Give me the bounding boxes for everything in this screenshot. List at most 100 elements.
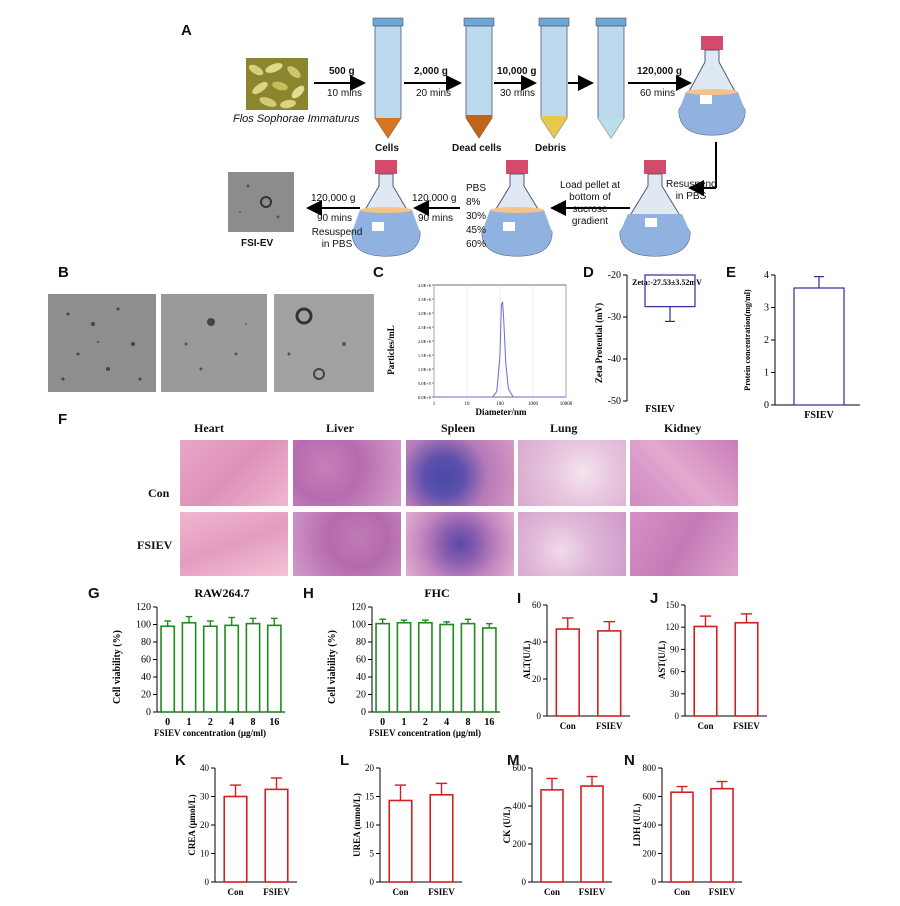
ytick-label: 40 bbox=[532, 637, 542, 647]
bar bbox=[417, 621, 433, 713]
step6-time: 90 mins bbox=[317, 213, 353, 224]
em-image-1 bbox=[48, 294, 156, 392]
g-title: RAW264.7 bbox=[194, 586, 249, 600]
ytick-label: 0 bbox=[652, 877, 657, 887]
panel-m-chart: CK (U/L) 0 200 400 600 Con FSIEV bbox=[502, 763, 612, 897]
xtick-label: 16 bbox=[269, 717, 279, 728]
xtick-label: 1 bbox=[187, 717, 192, 728]
ytick-label: 400 bbox=[643, 820, 657, 830]
tube-4 bbox=[595, 17, 627, 139]
ytick-label: 20 bbox=[200, 820, 210, 830]
gradient-60: 60% bbox=[466, 239, 487, 250]
step2-g: 2,000 g bbox=[414, 66, 448, 77]
panel-g-chart: RAW264.7 Cell viability (%) FSIEV concen… bbox=[112, 586, 285, 738]
bar bbox=[439, 623, 455, 713]
step6-g: 120,000 g bbox=[311, 193, 356, 204]
ytick-label: 0 bbox=[537, 711, 542, 721]
histo-liver-con bbox=[293, 440, 401, 506]
step2-time: 20 mins bbox=[416, 88, 452, 99]
bar bbox=[555, 628, 580, 717]
panel-i-chart: ALT(U/L) 0 20 40 60 Con FSIEV bbox=[522, 600, 630, 731]
h-ylabel: Cell viability (%) bbox=[327, 630, 338, 704]
e-category: FSIEV bbox=[804, 410, 834, 421]
d-annotation: Zeta:-27.53±3.52mV bbox=[632, 278, 702, 287]
flower-buds-graphic bbox=[248, 63, 305, 109]
xtick-label: 1 bbox=[402, 717, 407, 728]
e-ylabel: Protein concentration(mg/ml) bbox=[743, 289, 752, 391]
c-ytick-label: 0.0E+0 bbox=[418, 395, 432, 400]
f-col-heart: Heart bbox=[194, 421, 224, 435]
e-ytick-label: 4 bbox=[764, 270, 769, 281]
xtick-label: 2 bbox=[208, 717, 213, 728]
c-ytick-label: 4.0E+6 bbox=[418, 283, 432, 288]
panel-d-chart: Zeta Protential (mV) Zeta:-27.53±3.52mV … bbox=[594, 270, 702, 415]
bar bbox=[266, 624, 282, 713]
tube-3 bbox=[538, 17, 570, 139]
bar bbox=[429, 793, 454, 883]
bar bbox=[388, 799, 413, 883]
flask-4 bbox=[351, 160, 421, 257]
gradient-pbs: PBS bbox=[466, 183, 487, 194]
pellet-dead-cells: Dead cells bbox=[452, 143, 502, 154]
ytick-label: 30 bbox=[670, 689, 680, 699]
ytick-label: 150 bbox=[666, 600, 680, 610]
bar bbox=[693, 625, 718, 717]
f-col-spleen: Spleen bbox=[441, 421, 476, 435]
ytick-label: 40 bbox=[141, 672, 151, 683]
f-col-kidney: Kidney bbox=[664, 421, 702, 435]
histo-lung-fsiev bbox=[518, 512, 626, 576]
f-row-con: Con bbox=[148, 486, 170, 500]
ytick-label: 0 bbox=[361, 707, 366, 718]
load-pellet-text: Load pellet at bottom of sucrose gradien… bbox=[559, 180, 621, 227]
bar bbox=[396, 621, 412, 713]
ytick-label: 5 bbox=[370, 849, 375, 859]
fsi-ev-em-image bbox=[228, 172, 294, 232]
ytick-label: 60 bbox=[670, 667, 680, 677]
panel-label-a: A bbox=[181, 22, 192, 39]
gradient-45: 45% bbox=[466, 225, 487, 236]
xtick-label: FSIEV bbox=[709, 887, 736, 897]
ytick-label: 20 bbox=[141, 690, 151, 701]
bar bbox=[160, 625, 176, 713]
ytick-label: 0 bbox=[146, 707, 151, 718]
ytick-label: 20 bbox=[356, 690, 366, 701]
c-ytick-label: 1.5E+6 bbox=[418, 353, 432, 358]
histo-kidney-fsiev bbox=[630, 512, 738, 576]
histo-lung-con bbox=[518, 440, 626, 506]
bar bbox=[580, 785, 604, 883]
ytick-label: 0 bbox=[205, 877, 210, 887]
d-ytick-label: -30 bbox=[608, 312, 621, 323]
panel-e-chart: Protein concentration(mg/ml) 4 3 2 1 0 FSIEV bbox=[743, 270, 860, 421]
bar bbox=[264, 788, 289, 883]
d-ylabel: Zeta Protential (mV) bbox=[594, 303, 604, 383]
panel-h-chart: FHC Cell viability (%) FSIEV concentrati… bbox=[327, 586, 500, 738]
panel-label-c: C bbox=[373, 264, 384, 281]
gradient-8: 8% bbox=[466, 197, 481, 208]
c-xtick-label: 10000 bbox=[560, 402, 573, 407]
bar bbox=[181, 621, 197, 713]
c-ytick-label: 2.0E+6 bbox=[418, 339, 432, 344]
bar bbox=[481, 627, 497, 713]
ytick-label: 80 bbox=[141, 637, 151, 648]
f-col-lung: Lung bbox=[550, 421, 578, 435]
panel-label-d: D bbox=[583, 264, 594, 281]
ytick-label: 10 bbox=[200, 849, 210, 859]
panel-label-k: K bbox=[175, 752, 186, 769]
panel-k-chart: CREA (μmol/L) 0 10 20 30 40 Con FSIEV bbox=[187, 763, 297, 897]
flower-photo bbox=[246, 58, 308, 110]
xtick-label: Con bbox=[560, 721, 576, 731]
panel-label-j: J bbox=[650, 590, 659, 607]
panel-label-e: E bbox=[726, 264, 737, 281]
xtick-label: 2 bbox=[423, 717, 428, 728]
n-ylabel: LDH (U/L) bbox=[632, 804, 642, 847]
e-ytick-label: 2 bbox=[764, 335, 769, 346]
ytick-label: 600 bbox=[643, 792, 657, 802]
step5-g: 120,000 g bbox=[412, 193, 457, 204]
c-ytick-label: 3.5E+6 bbox=[418, 297, 432, 302]
c-ytick-label: 2.5E+6 bbox=[418, 325, 432, 330]
e-ytick-label: 1 bbox=[764, 368, 769, 379]
flask-2 bbox=[619, 160, 691, 257]
xtick-label: Con bbox=[674, 887, 690, 897]
xtick-label: 4 bbox=[229, 717, 234, 728]
bar bbox=[224, 624, 240, 713]
